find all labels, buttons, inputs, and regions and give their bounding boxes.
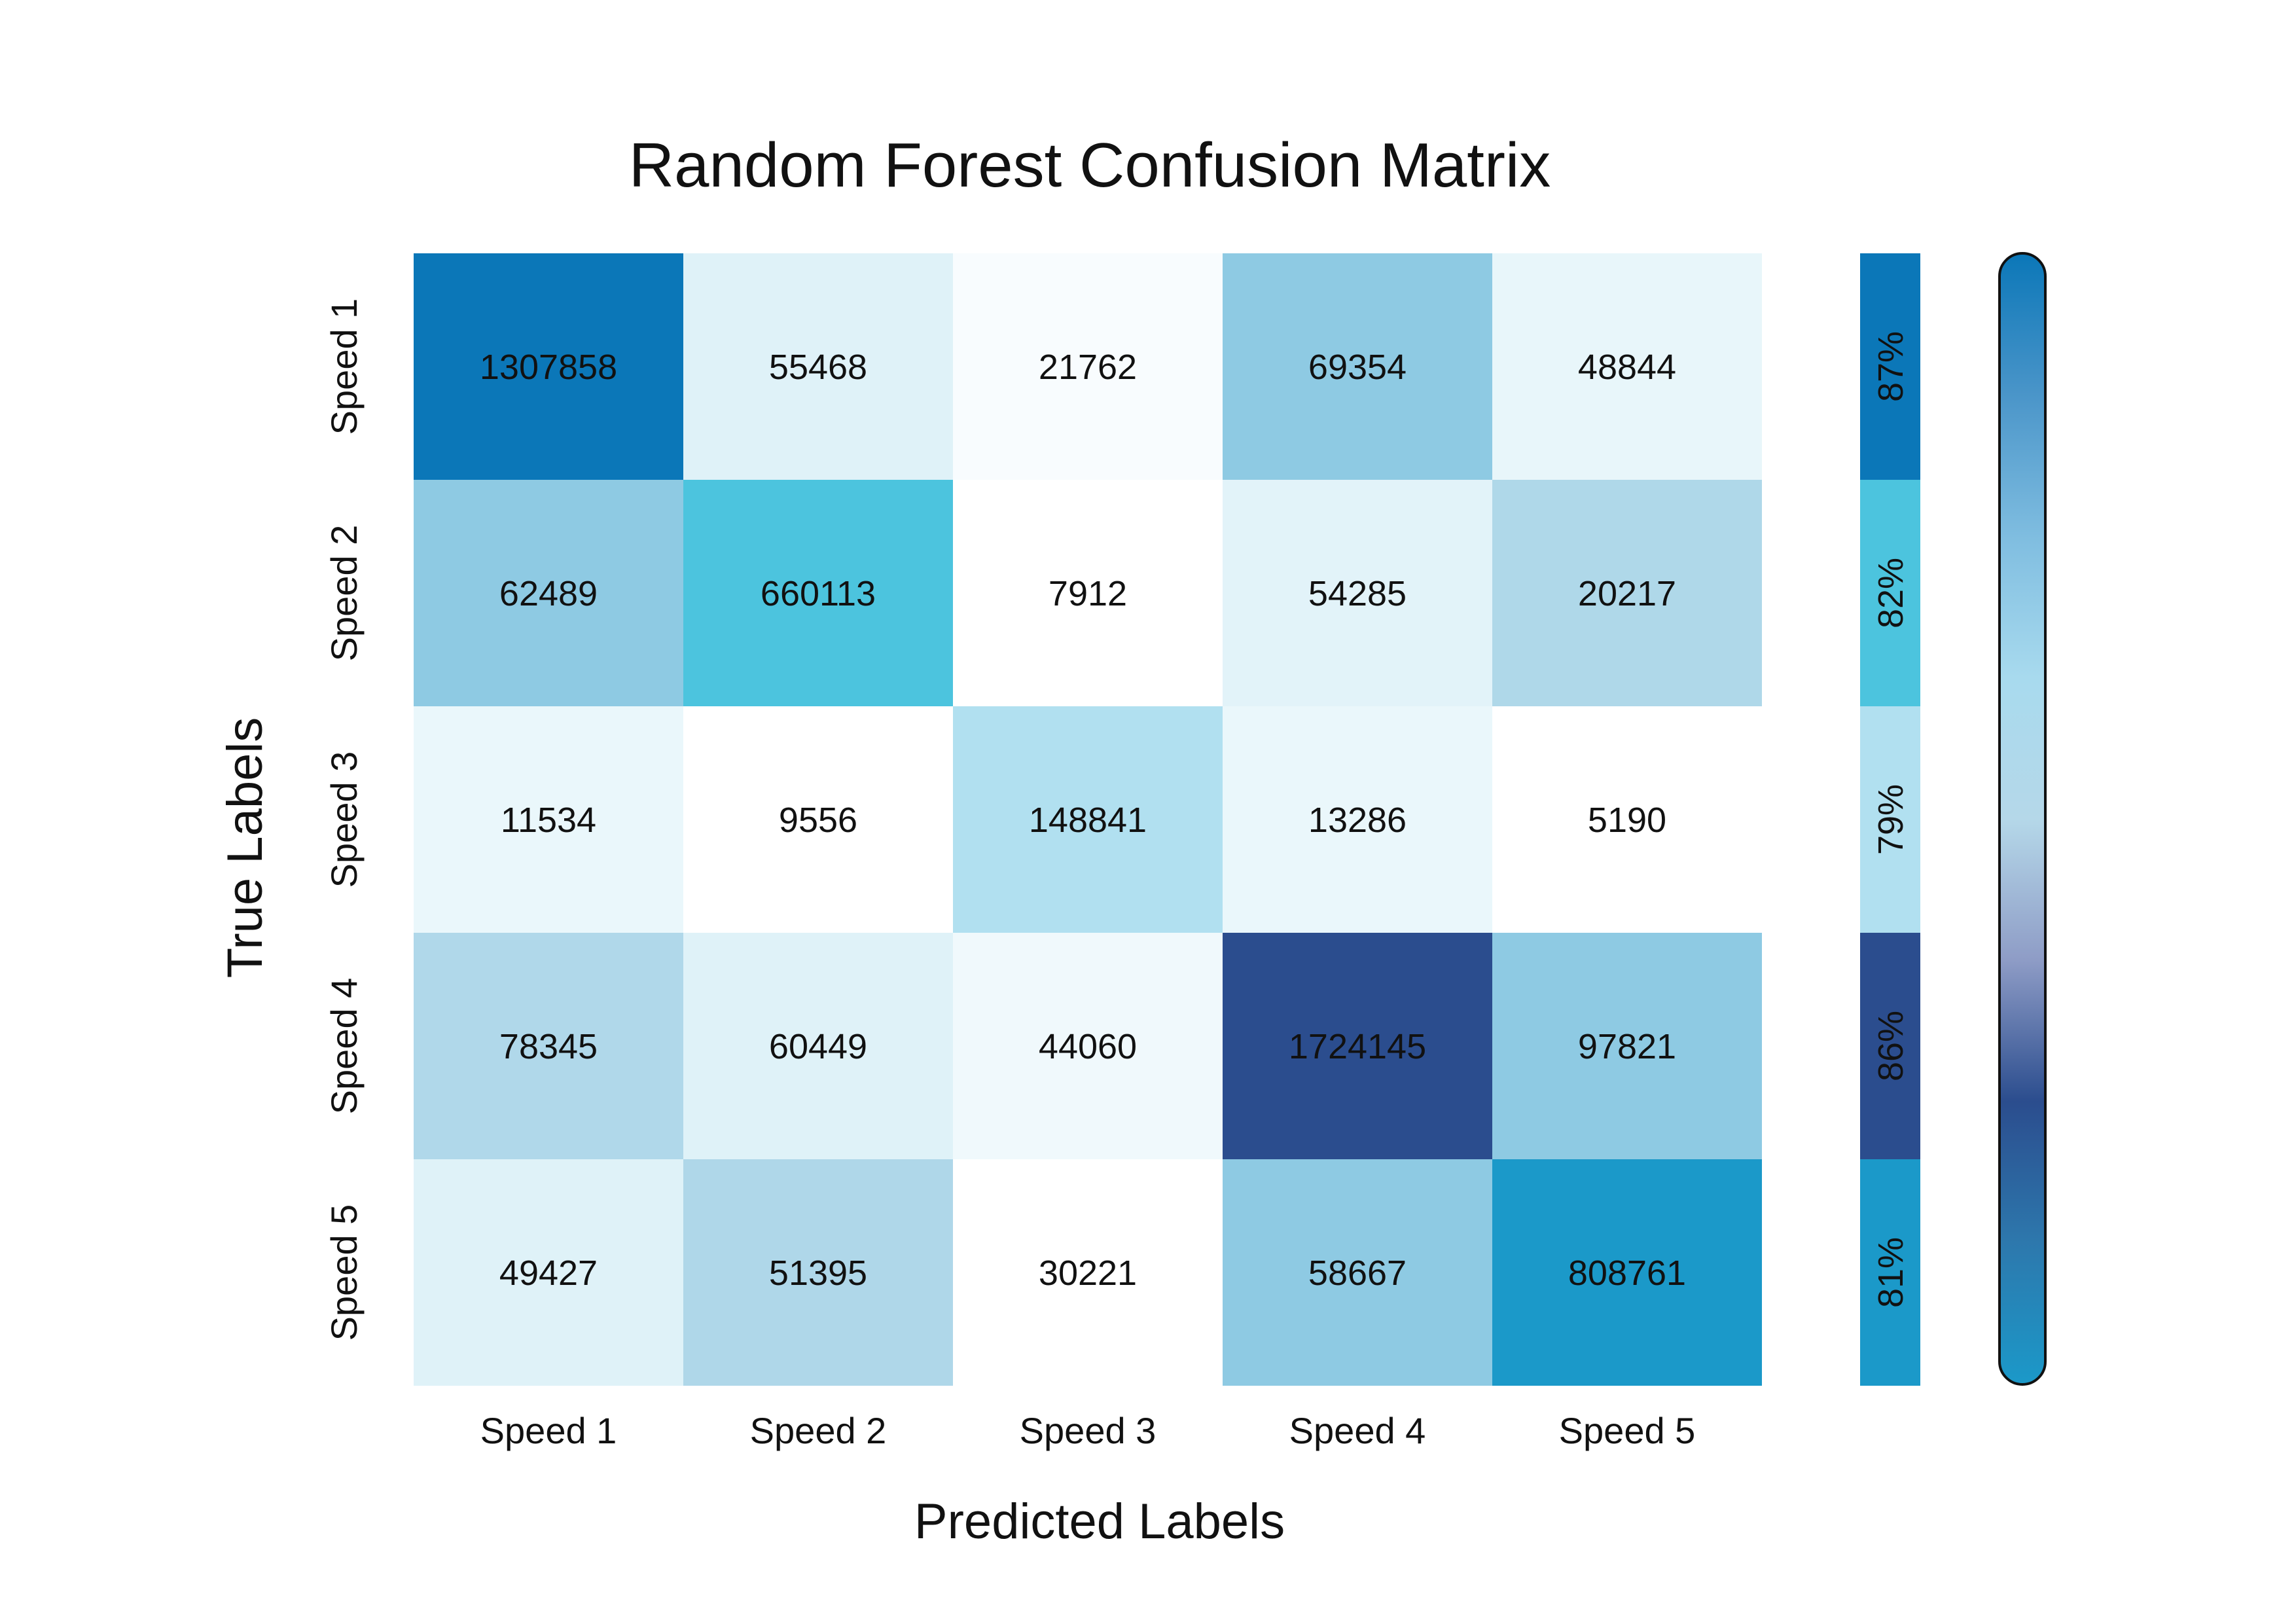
heatmap-cell	[683, 480, 953, 706]
accuracy-label: 79%	[1871, 784, 1910, 855]
accuracy-label: 82%	[1871, 558, 1910, 628]
heatmap-cell	[414, 253, 683, 480]
heatmap-cells	[414, 253, 1762, 1386]
class-accuracy-bar: 87% 82% 79% 86% 81%	[1860, 253, 1920, 1386]
accuracy-label: 87%	[1871, 331, 1910, 402]
accuracy-label: 86%	[1871, 1011, 1910, 1081]
heatmap-cell	[1492, 1159, 1762, 1386]
heatmap-cell	[414, 1159, 683, 1386]
x-tick-label: Speed 2	[750, 1410, 887, 1451]
heatmap-cell	[953, 933, 1223, 1159]
heatmap-cell	[1223, 1159, 1492, 1386]
heatmap-cell	[953, 480, 1223, 706]
cell-value-label: 44060	[1039, 1027, 1137, 1066]
y-axis-label: True Labels	[217, 717, 273, 979]
heatmap-cell	[1492, 480, 1762, 706]
cell-value-label: 55468	[769, 348, 867, 387]
x-axis-ticks: Speed 1 Speed 2 Speed 3 Speed 4 Speed 5	[480, 1410, 1696, 1451]
cell-value-label: 5190	[1588, 801, 1666, 840]
heatmap-cell	[1223, 706, 1492, 933]
accuracy-segment	[1860, 480, 1920, 706]
heatmap-cell	[683, 933, 953, 1159]
heatmap-cell	[953, 253, 1223, 480]
cell-value-label: 62489	[499, 574, 598, 613]
x-tick-label: Speed 5	[1559, 1410, 1696, 1451]
heatmap-cell	[683, 706, 953, 933]
x-tick-label: Speed 1	[480, 1410, 617, 1451]
cell-value-label: 54285	[1308, 574, 1407, 613]
cell-value-label: 13286	[1308, 801, 1407, 840]
cell-value-label: 808761	[1568, 1254, 1686, 1293]
cell-value-label: 1724145	[1289, 1027, 1426, 1066]
heatmap-cell	[414, 706, 683, 933]
y-tick-label: Speed 2	[323, 525, 365, 662]
cell-value-label: 49427	[499, 1254, 598, 1293]
heatmap-cell	[953, 706, 1223, 933]
cell-value-label: 9556	[779, 801, 857, 840]
y-tick-label: Speed 4	[323, 978, 365, 1115]
cell-value-label: 69354	[1308, 348, 1407, 387]
cell-value-label: 7912	[1049, 574, 1127, 613]
chart-title: Random Forest Confusion Matrix	[629, 130, 1551, 200]
y-axis-ticks: Speed 1 Speed 2 Speed 3 Speed 4 Speed 5	[323, 298, 365, 1341]
cell-value-label: 78345	[499, 1027, 598, 1066]
cell-value-label: 660113	[761, 574, 876, 613]
y-tick-label: Speed 3	[323, 751, 365, 888]
x-tick-label: Speed 3	[1020, 1410, 1157, 1451]
cell-value-label: 11534	[501, 801, 596, 840]
heatmap-cell	[1223, 933, 1492, 1159]
cell-value-label: 60449	[769, 1027, 867, 1066]
heatmap-cell-labels: 1307858 55468 21762 69354 48844 62489 660113 79…	[480, 348, 1686, 1293]
heatmap-cell	[1223, 253, 1492, 480]
cell-value-label: 48844	[1578, 348, 1676, 387]
accuracy-segment	[1860, 253, 1920, 480]
cell-value-label: 1307858	[480, 348, 617, 387]
colorbar	[1998, 252, 2047, 1386]
cell-value-label: 58667	[1308, 1254, 1407, 1293]
accuracy-segment	[1860, 1159, 1920, 1386]
heatmap-cell	[953, 1159, 1223, 1386]
cell-value-label: 97821	[1578, 1027, 1676, 1066]
heatmap-cell	[683, 1159, 953, 1386]
heatmap-cell	[1223, 480, 1492, 706]
x-axis-label: Predicted Labels	[914, 1494, 1285, 1549]
cell-value-label: 51395	[769, 1254, 867, 1293]
cell-value-label: 148841	[1029, 801, 1147, 840]
heatmap-cell	[1492, 253, 1762, 480]
heatmap-cell	[1492, 706, 1762, 933]
x-tick-label: Speed 4	[1289, 1410, 1426, 1451]
y-tick-label: Speed 5	[323, 1204, 365, 1341]
heatmap-cell	[414, 480, 683, 706]
accuracy-segment	[1860, 706, 1920, 933]
heatmap-cell	[414, 933, 683, 1159]
cell-value-label: 20217	[1578, 574, 1676, 613]
heatmap-cell	[1492, 933, 1762, 1159]
accuracy-segment	[1860, 933, 1920, 1159]
cell-value-label: 30221	[1039, 1254, 1137, 1293]
cell-value-label: 21762	[1039, 348, 1137, 387]
accuracy-label: 81%	[1871, 1237, 1910, 1308]
y-tick-label: Speed 1	[323, 298, 365, 435]
heatmap-cell	[683, 253, 953, 480]
